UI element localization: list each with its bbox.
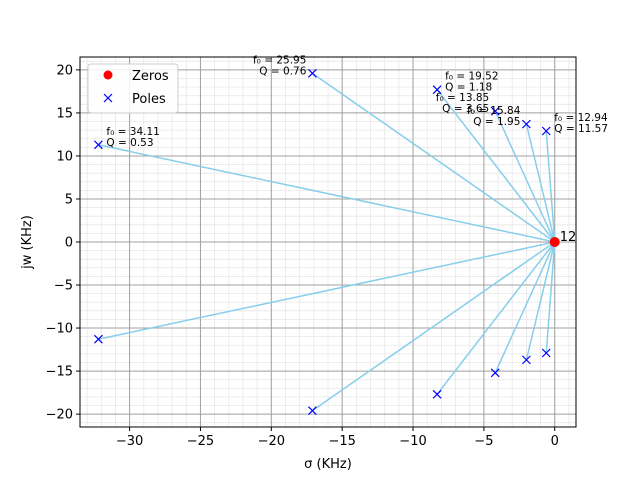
pole-marker [490, 368, 500, 378]
x-axis-label: σ (KHz) [304, 457, 352, 472]
zero-markers: 12 [549, 230, 577, 247]
zero-marker [549, 237, 560, 247]
pole-zero-line [494, 110, 556, 243]
pole-zero-line [311, 72, 556, 243]
y-tick-label: 20 [56, 63, 73, 78]
annotation-q: Q = 11.57 [554, 123, 608, 135]
x-tick-label: −25 [187, 434, 214, 449]
y-tick-label: 15 [56, 106, 73, 121]
pole-zero-line [525, 241, 556, 361]
y-tick-label: −10 [46, 322, 73, 337]
pole-zero-line [494, 241, 556, 374]
y-tick-label: 0 [65, 236, 73, 251]
pole-marker [541, 348, 551, 358]
pole-marker [307, 406, 317, 416]
legend-pole-marker [103, 93, 113, 103]
pole-zero-lines [98, 72, 556, 412]
y-tick-label: 5 [65, 192, 73, 207]
legend: Zeros Poles [87, 63, 179, 114]
x-tick-label: −5 [474, 434, 493, 449]
y-tick-label: 10 [56, 149, 73, 164]
pole-zero-line [311, 241, 556, 412]
pole-marker [521, 355, 531, 365]
legend-zeros-label: Zeros [132, 69, 169, 84]
legend-poles-label: Poles [132, 92, 166, 107]
pole-markers [93, 68, 551, 416]
pole-zero-line [436, 241, 556, 395]
pole-marker [432, 85, 442, 95]
zero-count-label: 12 [560, 230, 577, 245]
pole-zero-line [545, 241, 556, 354]
legend-zero-marker [103, 70, 113, 80]
annotation-f0: f₀ = 19.52 [445, 71, 498, 83]
x-tick-label: −30 [116, 434, 143, 449]
legend-pole-cross [103, 93, 113, 103]
pole-marker [93, 140, 103, 150]
pole-zero-line [545, 130, 556, 243]
annotation-q: Q = 0.53 [106, 137, 153, 149]
x-axis-ticks: −30 −25 −20 −15 −10 −5 0 [116, 427, 559, 449]
annotation-q: Q = 0.76 [259, 65, 306, 77]
y-axis-label: jw (KHz) [20, 215, 35, 270]
annotation-f0: f₀ = 15.84 [467, 105, 521, 117]
pole-marker [307, 68, 317, 78]
pole-zero-line [98, 241, 555, 340]
y-tick-label: −5 [54, 279, 73, 294]
pole-marker [541, 126, 551, 136]
annotation-q: Q = 1.18 [445, 82, 492, 94]
annotation-f0: f₀ = 12.94 [554, 112, 608, 124]
y-tick-label: −20 [46, 408, 73, 423]
pole-zero-line [525, 123, 556, 243]
pole-zero-line [436, 89, 556, 243]
x-tick-label: −10 [399, 434, 426, 449]
pole-marker [93, 334, 103, 344]
annotation-f0: f₀ = 13.85 [436, 92, 489, 104]
x-tick-label: −20 [258, 434, 285, 449]
annotation-q: Q = 1.95 [473, 116, 520, 128]
annotation-f0: f₀ = 34.11 [106, 126, 159, 138]
pole-marker [521, 119, 531, 129]
y-tick-label: −15 [46, 365, 73, 380]
x-tick-label: −15 [328, 434, 355, 449]
pole-zero-line [98, 144, 555, 243]
annotation-q: Q = 3.65 [442, 103, 489, 115]
y-axis-ticks: −20 −15 −10 −5 0 5 10 15 20 [46, 63, 80, 423]
pole-marker [432, 389, 442, 399]
pole-marker [490, 106, 500, 116]
x-tick-label: 0 [551, 434, 559, 449]
